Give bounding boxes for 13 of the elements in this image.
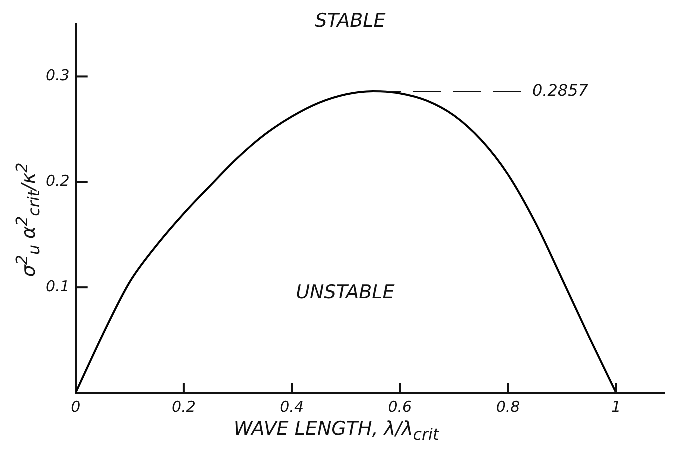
x-tick-label: 0.6: [388, 398, 412, 416]
x-tick-label: 0.2: [172, 398, 196, 416]
annotation: UNSTABLE: [296, 281, 395, 304]
x-tick-label: 1: [612, 398, 622, 416]
x-tick-label: 0.4: [280, 398, 304, 416]
x-tick-label: 0.8: [496, 398, 520, 416]
annotation: 0.2857: [532, 80, 590, 100]
y-tick-label: 0.1: [46, 277, 70, 296]
y-tick-label: 0.2: [46, 172, 70, 190]
x-tick-label: 0: [71, 398, 81, 416]
annotation: STABLE: [315, 10, 386, 32]
y-tick-label: 0.3: [46, 66, 70, 85]
x-axis-title: WAVE LENGTH, λ/λ$_{crit}$: [232, 418, 440, 444]
